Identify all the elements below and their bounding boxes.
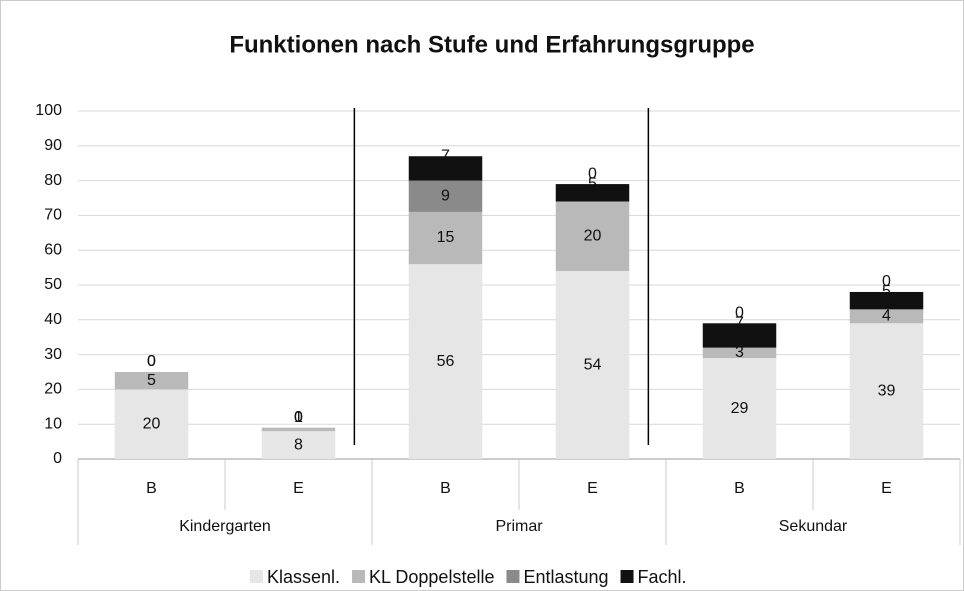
data-label: 0 <box>147 353 156 370</box>
y-tick-label: 80 <box>44 172 62 189</box>
bar-segment <box>555 184 630 202</box>
data-label: 4 <box>882 308 891 325</box>
y-tick-label: 0 <box>53 450 62 467</box>
data-label: 20 <box>143 415 161 432</box>
data-label: 29 <box>731 400 749 417</box>
group-label: Primar <box>495 518 543 535</box>
group-label: Sekundar <box>779 518 848 535</box>
data-label: 7 <box>441 147 450 164</box>
data-label: 0 <box>147 353 156 370</box>
data-label: 0 <box>294 409 303 426</box>
x-tick-label: E <box>587 480 598 497</box>
x-tick-label: B <box>734 480 745 497</box>
bar-segment <box>849 309 924 324</box>
legend-label: KL Doppelstelle <box>369 567 494 587</box>
data-label: 39 <box>878 382 896 399</box>
y-tick-label: 50 <box>44 276 62 293</box>
y-tick-label: 10 <box>44 415 62 432</box>
legend-swatch <box>352 570 366 583</box>
data-label: 20 <box>584 227 602 244</box>
x-tick-label: B <box>440 480 451 497</box>
x-tick-label: E <box>293 480 304 497</box>
x-tick-label: E <box>881 480 892 497</box>
data-label: 0 <box>588 165 597 182</box>
data-label: 9 <box>441 187 450 204</box>
y-tick-label: 100 <box>35 102 62 119</box>
data-label: 0 <box>882 273 891 290</box>
bar-segment <box>261 431 336 459</box>
bar-segment <box>408 211 483 265</box>
bar-segment <box>114 389 189 459</box>
y-tick-label: 30 <box>44 346 62 363</box>
bar-segment <box>408 180 483 212</box>
data-label: 54 <box>584 356 602 373</box>
x-tick-label: B <box>146 480 157 497</box>
group-label: Kindergarten <box>179 518 271 535</box>
bar-segment <box>702 358 777 459</box>
bar-segment <box>849 291 924 310</box>
data-label: 0 <box>294 409 303 426</box>
data-label: 3 <box>735 344 744 361</box>
bar-segment <box>114 372 189 390</box>
data-label: 5 <box>588 175 597 192</box>
data-label: 1 <box>294 409 303 426</box>
y-tick-label: 90 <box>44 137 62 154</box>
data-label: 15 <box>437 229 455 246</box>
legend-label: Entlastung <box>523 567 608 587</box>
y-tick-label: 40 <box>44 311 62 328</box>
legend-swatch <box>506 570 520 583</box>
data-label: 8 <box>294 436 303 453</box>
data-label: 5 <box>882 283 891 300</box>
legend-swatch <box>620 570 634 583</box>
data-label: 7 <box>735 314 744 331</box>
legend-swatch <box>250 570 263 583</box>
bar-segment <box>408 264 483 459</box>
y-tick-label: 60 <box>44 241 62 258</box>
bar-segment <box>849 323 924 459</box>
y-tick-label: 20 <box>44 381 62 398</box>
bar-segment <box>555 201 630 272</box>
data-label: 56 <box>437 353 455 370</box>
bar-segment <box>408 156 483 181</box>
data-label: 5 <box>147 372 156 389</box>
bar-segment <box>555 271 630 459</box>
data-label: 0 <box>735 304 744 321</box>
bar-segment <box>261 427 336 432</box>
chart-title: Funktionen nach Stufe und Erfahrungsgrup… <box>229 31 754 58</box>
y-tick-label: 70 <box>44 207 62 224</box>
bar-segment <box>702 323 777 348</box>
legend-label: Klassenl. <box>267 567 340 587</box>
legend-label: Fachl. <box>638 567 687 587</box>
bar-segment <box>702 347 777 359</box>
